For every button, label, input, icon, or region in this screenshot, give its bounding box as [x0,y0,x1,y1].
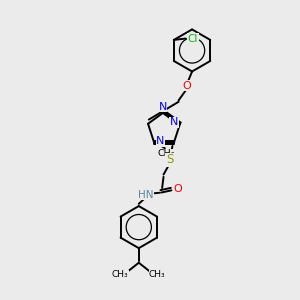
Text: O: O [173,184,182,194]
Text: S: S [166,154,173,166]
Text: CH₃: CH₃ [112,270,129,279]
Text: CH₃: CH₃ [149,270,166,279]
Text: CH₃: CH₃ [158,149,175,158]
Text: O: O [183,80,191,91]
Text: N: N [156,136,164,146]
Text: Cl: Cl [188,34,198,44]
Text: N: N [170,117,178,128]
Text: N: N [158,101,167,112]
Text: HN: HN [138,190,154,200]
